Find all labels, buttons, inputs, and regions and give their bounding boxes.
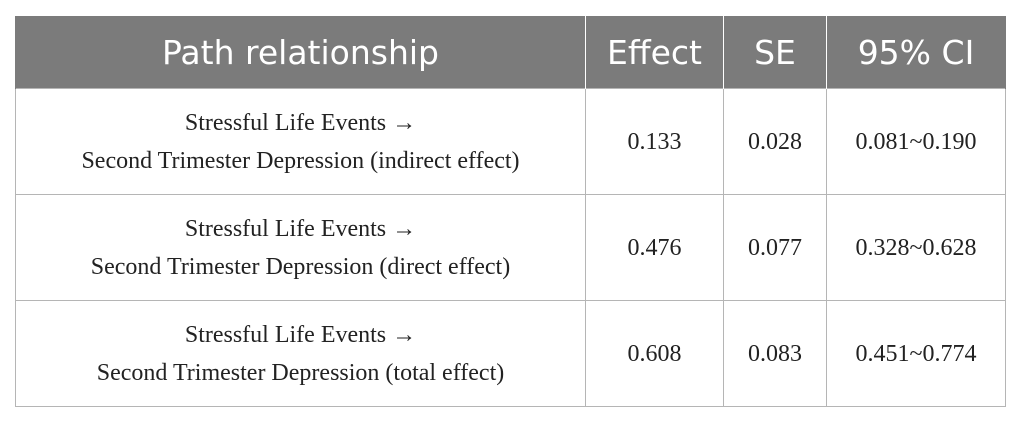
path-cell: Stressful Life Events → Second Trimester…	[15, 88, 586, 195]
effect-cell: 0.133	[585, 88, 724, 195]
effect-cell: 0.476	[585, 194, 724, 301]
mediation-table-container: Path relationship Effect SE 95% CI Stres…	[15, 16, 1006, 407]
header-95-ci: 95% CI	[826, 16, 1006, 89]
mediation-effects-table: Path relationship Effect SE 95% CI Stres…	[15, 16, 1006, 407]
ci-cell: 0.081~0.190	[826, 88, 1006, 195]
path-cell: Stressful Life Events → Second Trimester…	[15, 194, 586, 301]
path-line-cause: Stressful Life Events →	[184, 109, 417, 136]
se-cell: 0.028	[723, 88, 827, 195]
header-row: Path relationship Effect SE 95% CI	[15, 16, 1006, 89]
path-cell: Stressful Life Events → Second Trimester…	[15, 300, 586, 407]
path-line-cause: Stressful Life Events →	[184, 321, 417, 348]
path-line-outcome: Second Trimester Depression (direct effe…	[90, 253, 511, 280]
se-cell: 0.083	[723, 300, 827, 407]
header-effect: Effect	[585, 16, 724, 89]
path-line-outcome: Second Trimester Depression (total effec…	[96, 359, 505, 386]
ci-cell: 0.328~0.628	[826, 194, 1006, 301]
se-cell: 0.077	[723, 194, 827, 301]
path-line-cause: Stressful Life Events →	[184, 215, 417, 242]
path-line-outcome: Second Trimester Depression (indirect ef…	[81, 147, 520, 174]
header-se: SE	[723, 16, 827, 89]
effect-cell: 0.608	[585, 300, 724, 407]
table-row: Stressful Life Events → Second Trimester…	[15, 300, 1006, 407]
ci-cell: 0.451~0.774	[826, 300, 1006, 407]
header-path-relationship: Path relationship	[15, 16, 586, 89]
table-header: Path relationship Effect SE 95% CI	[15, 16, 1006, 89]
table-row: Stressful Life Events → Second Trimester…	[15, 88, 1006, 195]
table-row: Stressful Life Events → Second Trimester…	[15, 194, 1006, 301]
table-body: Stressful Life Events → Second Trimester…	[15, 88, 1006, 407]
